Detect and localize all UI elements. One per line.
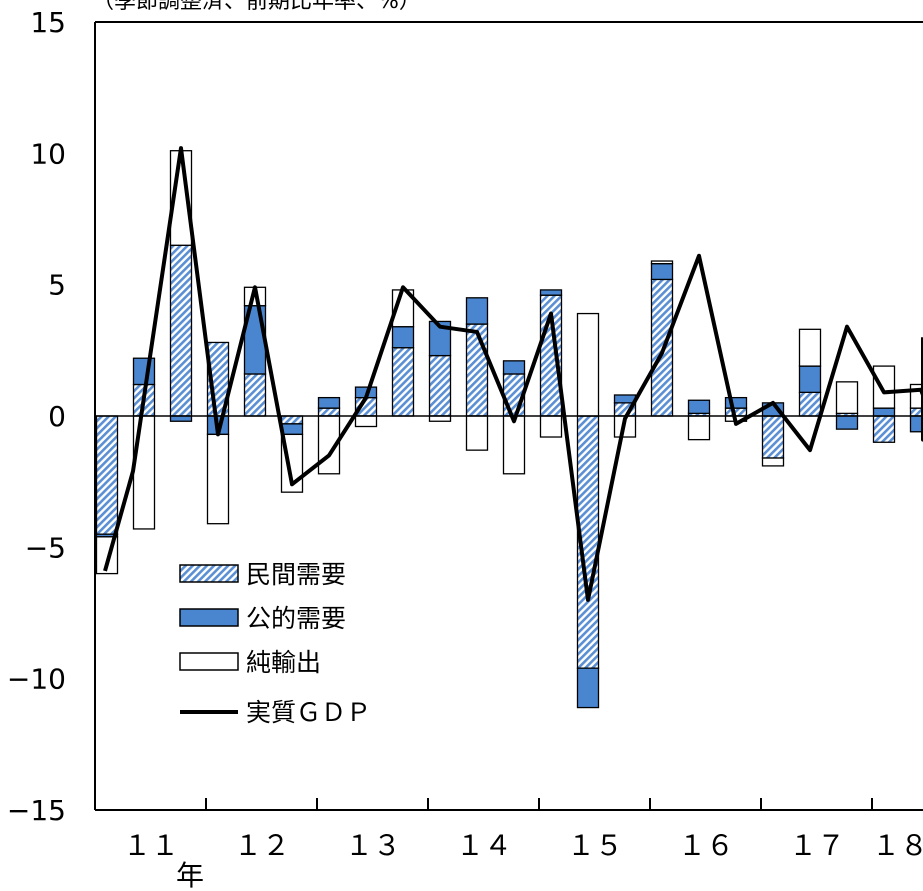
- x-tick-label: １７: [789, 829, 845, 862]
- private-demand-bar: [428, 354, 452, 417]
- net-export-bar: [835, 381, 859, 415]
- public-demand-bar: [835, 415, 859, 430]
- private-demand-bar: [798, 391, 822, 417]
- y-tick-label: 15: [30, 6, 66, 39]
- public-demand-bar: [724, 396, 748, 409]
- y-tick-label: 0: [48, 400, 66, 433]
- y-tick-label: −5: [25, 531, 66, 564]
- public-demand-bar: [539, 289, 563, 296]
- public-demand-bar: [650, 263, 674, 281]
- private-demand-bar: [872, 415, 896, 443]
- y-tick-label: 10: [30, 137, 66, 170]
- y-tick-label: −10: [7, 663, 66, 696]
- public-demand-bar: [169, 415, 193, 422]
- public-demand-bar: [428, 320, 452, 357]
- private-demand-bar: [391, 347, 415, 417]
- public-demand-bar: [576, 667, 600, 709]
- public-demand-bar: [687, 399, 711, 415]
- net-export-bar: [798, 328, 822, 367]
- private-demand-bar: [317, 407, 341, 417]
- private-demand-bar: [243, 373, 267, 417]
- private-demand-bar: [761, 415, 785, 459]
- public-demand-bar: [502, 360, 526, 375]
- x-tick-label: １４: [456, 829, 512, 862]
- legend-label-private: 民間需要: [246, 560, 346, 589]
- x-tick-label: １５: [567, 829, 623, 862]
- private-demand-bar: [169, 244, 193, 417]
- private-demand-bar: [95, 415, 119, 535]
- legend-label-public: 公的需要: [246, 604, 346, 633]
- net-export-bar: [539, 415, 563, 438]
- public-demand-bar: [872, 407, 896, 417]
- real-gdp-line: [103, 146, 923, 602]
- net-export-bar: [687, 415, 711, 441]
- x-axis-label: 年: [176, 859, 204, 891]
- net-export-bar: [650, 260, 674, 265]
- gdp-line-layer: [103, 146, 923, 602]
- private-demand-bar: [465, 323, 489, 417]
- legend-swatch-public: [179, 608, 239, 627]
- x-tick-label: １１: [123, 829, 179, 862]
- x-tick-label: １２: [234, 829, 290, 862]
- net-export-bar: [354, 415, 378, 428]
- net-export-bar: [761, 457, 785, 467]
- x-tick-label: １６: [678, 829, 734, 862]
- public-demand-bar: [798, 365, 822, 394]
- x-ticks: １１ １２ １３ １４ １５ １６ １７ １８: [123, 798, 923, 862]
- net-export-bar: [206, 433, 230, 525]
- unit-note: （季節調整済、前期比年率、%）: [92, 0, 421, 14]
- y-ticks: 15 10 5 0 −5 −10 −15: [7, 6, 66, 827]
- axes-layer: [94, 21, 923, 811]
- legend-label-netexport: 純輸出: [246, 648, 321, 677]
- legend: 民間需要 公的需要 純輸出 実質ＧＤＰ: [179, 560, 371, 727]
- net-export-bar: [576, 312, 600, 417]
- legend-swatch-netexport: [179, 652, 239, 671]
- legend-swatch-private: [179, 564, 239, 583]
- public-demand-bar: [465, 297, 489, 325]
- net-export-bar: [502, 415, 526, 475]
- net-export-bar: [132, 415, 156, 530]
- public-demand-bar: [317, 396, 341, 409]
- x-tick-label: １８: [872, 829, 923, 862]
- private-demand-bar: [280, 415, 304, 425]
- y-tick-label: 5: [48, 269, 66, 302]
- net-export-bar: [428, 415, 452, 422]
- public-demand-bar: [391, 326, 415, 349]
- net-export-bar: [872, 365, 896, 409]
- legend-label-gdp: 実質ＧＤＰ: [246, 698, 371, 727]
- net-export-bar: [465, 415, 489, 451]
- x-tick-label: １３: [345, 829, 401, 862]
- public-demand-bar: [280, 423, 304, 436]
- public-demand-bar: [132, 357, 156, 386]
- y-tick-label: −15: [7, 794, 66, 827]
